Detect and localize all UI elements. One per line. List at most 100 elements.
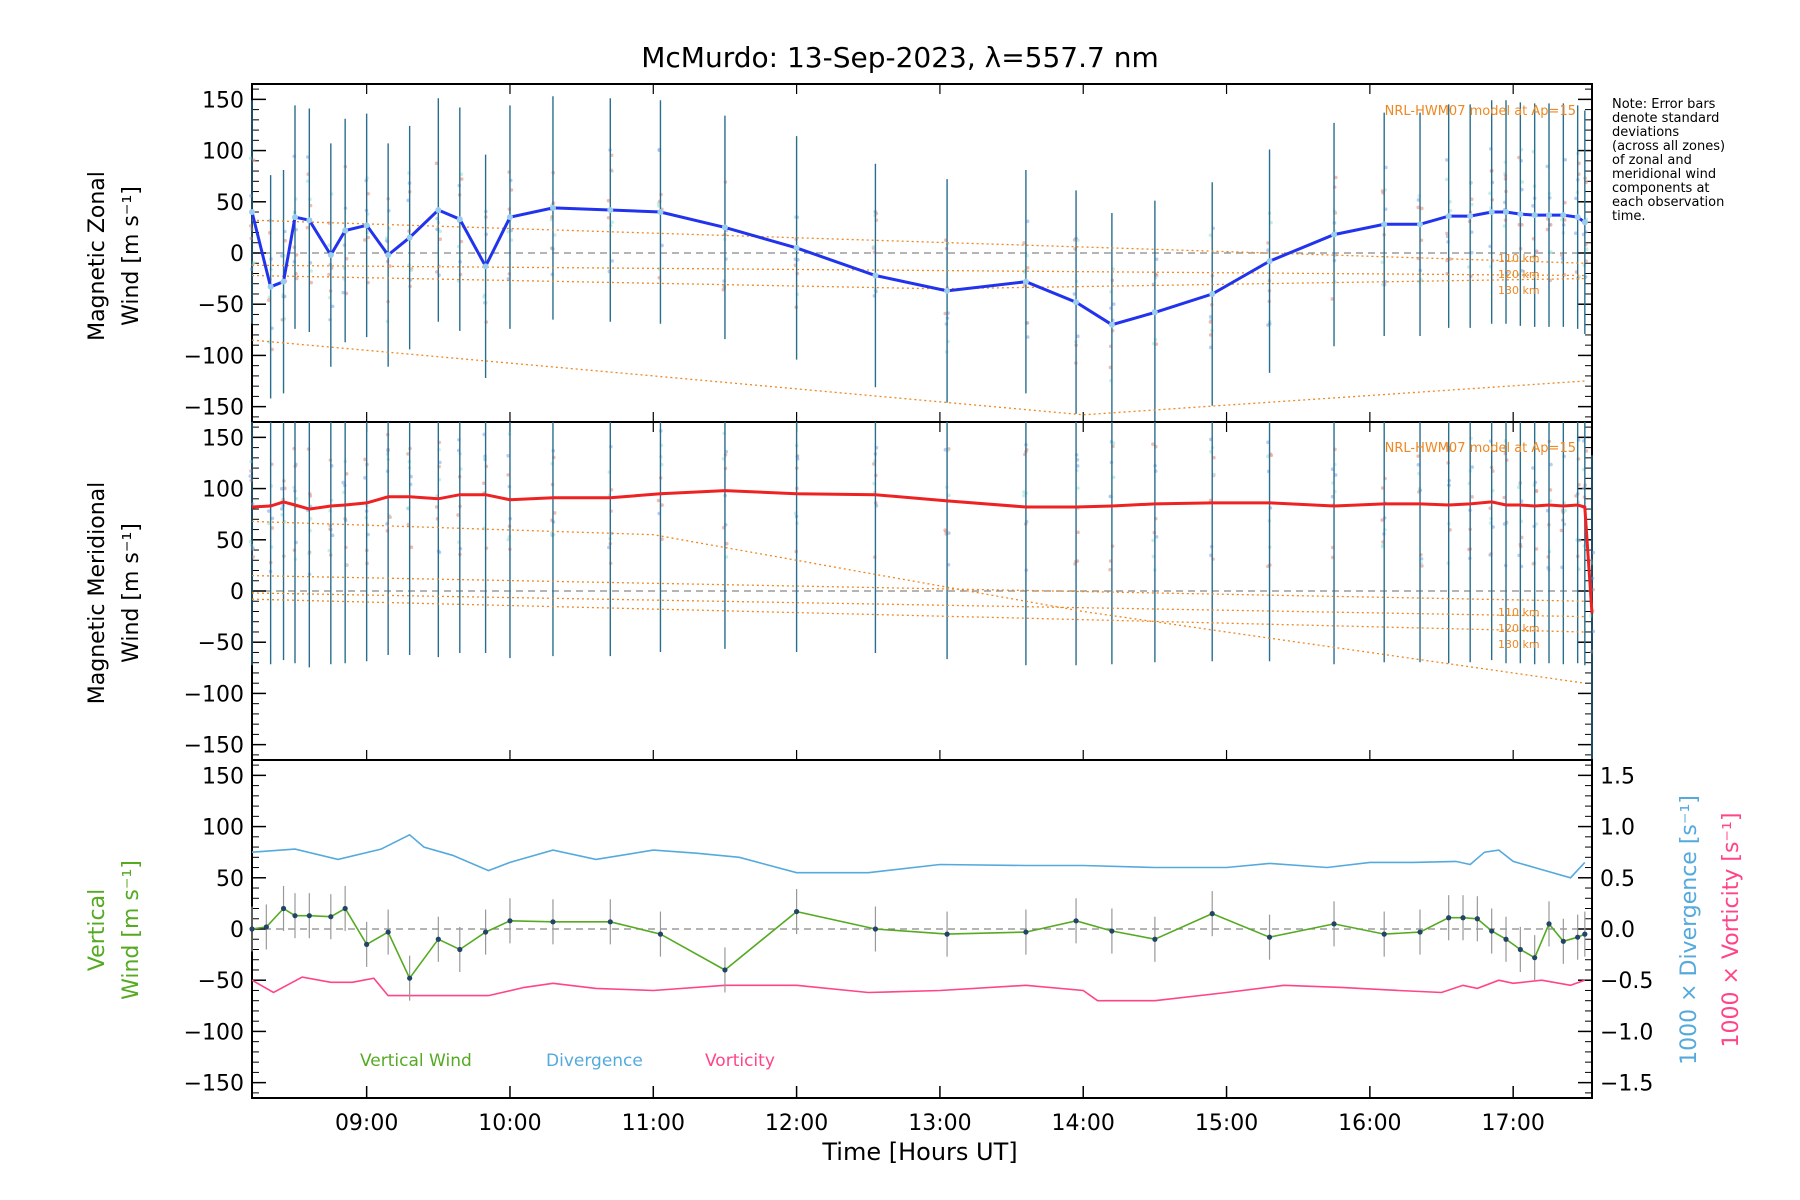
zone-sample-dot — [1445, 443, 1449, 448]
y-tick-label: −50 — [198, 293, 244, 318]
divergence-y2label: 1000 × Divergence [s⁻¹] — [1677, 795, 1702, 1065]
zone-sample-dot — [506, 453, 510, 458]
zone-sample-dot — [610, 259, 614, 263]
zonal-point — [1560, 212, 1567, 219]
model-line — [251, 339, 1585, 416]
vertical-wind-point — [292, 913, 298, 919]
vertical-wind-point — [550, 919, 556, 925]
meridional-alt-130: 130 km — [1498, 638, 1540, 651]
zonal-point — [1381, 221, 1388, 228]
zone-sample-dot — [434, 161, 439, 166]
zonal-point — [456, 216, 463, 223]
zonal-point — [363, 222, 370, 229]
vertical-wind-point — [1266, 934, 1273, 940]
legend-vorticity: Vorticity — [705, 1051, 775, 1071]
y-tick-label: 0 — [230, 242, 244, 267]
y2-tick-label: −1.5 — [1600, 1072, 1653, 1097]
model-line — [251, 219, 1585, 264]
zone-sample-dot — [279, 486, 284, 491]
zone-sample-dot — [1208, 498, 1213, 503]
vertical-wind-point — [657, 931, 664, 937]
zonal-point — [607, 206, 614, 213]
note-line: denote standard — [1612, 111, 1719, 126]
zone-sample-dot — [1574, 494, 1578, 498]
vertical-wind-point — [722, 967, 728, 973]
vertical-wind-point — [1560, 938, 1566, 944]
zone-sample-dot — [657, 204, 661, 208]
vertical-wind-point — [1546, 921, 1552, 927]
note-block: Note: Error bars denote standard deviati… — [1612, 97, 1725, 224]
x-tick-label: 13:00 — [908, 1111, 971, 1136]
model-line — [251, 598, 1585, 633]
vertical-wind-point — [1381, 931, 1387, 937]
zonal-point — [1517, 211, 1524, 218]
y-tick-label: 50 — [216, 191, 244, 216]
x-tick-label: 11:00 — [622, 1111, 685, 1136]
zone-sample-dot — [1563, 508, 1567, 513]
x-axis-label: Time [Hours UT] — [821, 1138, 1017, 1166]
zonal-point — [1108, 321, 1115, 328]
zone-sample-dot — [1111, 302, 1116, 306]
zone-sample-dot — [309, 269, 314, 273]
zone-sample-dot — [1420, 206, 1424, 211]
y-tick-label: −150 — [184, 396, 244, 421]
zone-sample-dot — [1445, 231, 1449, 236]
vertical-wind-point — [407, 975, 413, 981]
zone-sample-dot — [506, 473, 510, 477]
zone-sample-dot — [1548, 222, 1553, 227]
zone-sample-dot — [1534, 250, 1539, 254]
zone-sample-dot — [1330, 297, 1335, 301]
zone-sample-dot — [1076, 334, 1080, 338]
vertical-wind-point — [263, 924, 269, 930]
vertical-wind-point — [1023, 929, 1029, 935]
zone-sample-dot — [1416, 454, 1420, 458]
zone-sample-dot — [266, 509, 271, 513]
vertical-wind-point — [872, 926, 879, 932]
y2-tick-label: −1.0 — [1600, 1020, 1653, 1045]
zonal-point — [1331, 231, 1338, 238]
vertical-wind-point — [1073, 918, 1079, 924]
zone-sample-dot — [1520, 180, 1525, 184]
zone-sample-dot — [610, 220, 614, 224]
zonal-point — [327, 252, 334, 259]
y2-tick-label: 1.5 — [1600, 764, 1635, 789]
panel-frame — [251, 421, 1593, 761]
zone-sample-dot — [1212, 472, 1216, 477]
x-tick-label: 15:00 — [1195, 1111, 1258, 1136]
y-tick-label: −100 — [184, 344, 244, 369]
vertical-wind-point — [457, 946, 463, 953]
zonal-point — [872, 272, 879, 279]
zone-sample-dot — [506, 229, 510, 234]
zonal-point — [1581, 219, 1588, 226]
vertical-wind-point — [1575, 934, 1581, 940]
note-line: meridional wind — [1612, 167, 1716, 182]
divergence-line — [251, 833, 1586, 879]
zonal-point — [1209, 290, 1216, 297]
zone-sample-dot — [1470, 495, 1474, 499]
y-tick-label: −100 — [184, 682, 244, 707]
zone-sample-dot — [1212, 455, 1216, 460]
zone-sample-dot — [1022, 493, 1026, 498]
y-tick-label: −50 — [198, 631, 244, 656]
zone-sample-dot — [1520, 268, 1525, 273]
vertical-wind-point — [1446, 915, 1452, 921]
zone-sample-dot — [1022, 241, 1026, 245]
zone-sample-dot — [947, 531, 951, 535]
legend-vertical-wind: Vertical Wind — [360, 1051, 472, 1071]
zone-sample-dot — [1025, 335, 1030, 339]
vertical-wind-point — [1474, 916, 1480, 922]
zone-sample-dot — [279, 507, 284, 511]
zone-sample-dot — [456, 513, 460, 517]
zone-sample-dot — [1573, 231, 1578, 235]
zone-sample-dot — [1416, 462, 1421, 467]
model-line — [251, 520, 1585, 684]
vertical-wind-point — [249, 926, 255, 932]
zone-sample-dot — [1516, 485, 1521, 489]
meridional-model-label: NRL-HWM07 model at Ap=15 — [1385, 441, 1576, 456]
zonal-wind-line — [250, 206, 1586, 327]
y-tick-label: 150 — [202, 426, 244, 451]
vertical-wind-point — [1582, 931, 1588, 937]
meridional-wind-line — [251, 489, 1594, 614]
zonal-point — [1546, 212, 1553, 219]
zonal-point — [406, 234, 413, 241]
